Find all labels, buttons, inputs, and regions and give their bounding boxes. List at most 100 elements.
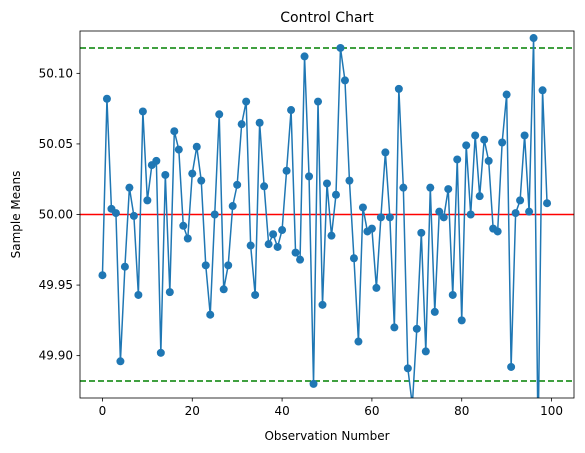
data-point bbox=[291, 248, 300, 257]
data-point bbox=[242, 97, 251, 106]
data-point bbox=[448, 290, 457, 299]
data-point bbox=[439, 213, 448, 222]
data-point bbox=[484, 156, 493, 165]
x-tick-label: 60 bbox=[364, 404, 379, 418]
data-point bbox=[453, 155, 462, 164]
data-point bbox=[183, 234, 192, 243]
data-point bbox=[98, 271, 107, 280]
series-line bbox=[101, 37, 548, 398]
data-point bbox=[152, 156, 161, 165]
data-point bbox=[134, 290, 143, 299]
data-point bbox=[138, 107, 147, 116]
data-point bbox=[120, 262, 129, 271]
data-point bbox=[309, 379, 318, 388]
data-point bbox=[318, 300, 327, 309]
data-point bbox=[161, 170, 170, 179]
data-point bbox=[264, 240, 273, 249]
data-point bbox=[116, 357, 125, 366]
data-point bbox=[278, 226, 287, 235]
data-point bbox=[323, 179, 331, 188]
data-point bbox=[421, 347, 430, 356]
data-point bbox=[390, 323, 399, 332]
x-axis: 0 20 40 60 80 100 bbox=[99, 398, 563, 418]
data-point bbox=[165, 288, 174, 297]
y-tick-label: 49.90 bbox=[39, 349, 73, 363]
data-point bbox=[403, 364, 412, 373]
data-point bbox=[174, 145, 183, 154]
data-point bbox=[372, 283, 381, 292]
reference-lines bbox=[80, 47, 574, 382]
data-point bbox=[511, 209, 520, 218]
data-point bbox=[246, 241, 255, 250]
data-point bbox=[381, 148, 390, 157]
data-point bbox=[444, 185, 453, 194]
data-point bbox=[215, 110, 224, 119]
y-tick-label: 49.95 bbox=[39, 278, 73, 292]
y-tick-label: 50.05 bbox=[39, 137, 73, 151]
data-point bbox=[462, 141, 471, 150]
data-point bbox=[287, 106, 296, 115]
data-point bbox=[376, 213, 385, 222]
data-point bbox=[480, 135, 489, 144]
data-point bbox=[102, 94, 111, 103]
data-point bbox=[385, 213, 394, 222]
data-point bbox=[507, 362, 516, 371]
data-point bbox=[417, 228, 426, 237]
data-point bbox=[282, 166, 291, 175]
data-point bbox=[188, 169, 197, 178]
data-point bbox=[354, 337, 363, 346]
x-tick-label: 40 bbox=[274, 404, 289, 418]
data-point bbox=[345, 176, 354, 185]
data-point bbox=[179, 221, 188, 230]
data-point bbox=[529, 34, 538, 43]
data-point bbox=[430, 307, 439, 316]
x-axis-label: Observation Number bbox=[264, 429, 389, 443]
sample-means-series bbox=[98, 34, 552, 409]
data-point bbox=[457, 316, 466, 325]
data-point bbox=[475, 192, 484, 201]
data-point bbox=[305, 172, 314, 181]
data-point bbox=[498, 138, 507, 147]
data-point bbox=[129, 211, 138, 220]
data-point bbox=[269, 230, 278, 239]
data-point bbox=[331, 190, 340, 199]
data-point bbox=[538, 86, 547, 95]
data-point bbox=[314, 97, 323, 106]
x-tick-label: 80 bbox=[454, 404, 469, 418]
data-point bbox=[233, 180, 242, 189]
data-point bbox=[426, 183, 435, 192]
data-point bbox=[273, 242, 282, 251]
data-point bbox=[336, 43, 345, 52]
y-tick-label: 50.10 bbox=[39, 66, 73, 80]
x-tick-label: 20 bbox=[185, 404, 200, 418]
data-point bbox=[408, 401, 416, 409]
data-point bbox=[111, 209, 120, 218]
data-point bbox=[394, 84, 403, 93]
data-point bbox=[228, 202, 237, 211]
data-point bbox=[251, 290, 260, 299]
data-point bbox=[543, 199, 552, 208]
y-tick-label: 50.00 bbox=[39, 208, 73, 222]
y-axis-label: Sample Means bbox=[9, 171, 23, 259]
data-point bbox=[125, 183, 134, 192]
data-point bbox=[358, 203, 367, 212]
data-point bbox=[201, 261, 210, 270]
data-point bbox=[237, 120, 246, 129]
data-point bbox=[296, 255, 305, 264]
data-point bbox=[210, 210, 219, 219]
x-tick-label: 0 bbox=[99, 404, 107, 418]
data-point bbox=[255, 118, 264, 127]
data-point bbox=[349, 254, 358, 263]
data-point bbox=[399, 183, 408, 192]
data-point bbox=[156, 348, 165, 357]
x-tick-label: 100 bbox=[540, 404, 563, 418]
data-point bbox=[412, 324, 421, 333]
y-axis: 49.90 49.95 50.00 50.05 50.10 bbox=[39, 66, 80, 363]
data-point bbox=[435, 207, 444, 216]
data-point bbox=[493, 227, 502, 236]
data-point bbox=[520, 131, 529, 140]
data-point bbox=[525, 207, 534, 216]
data-point bbox=[192, 142, 201, 151]
data-point bbox=[260, 182, 269, 191]
